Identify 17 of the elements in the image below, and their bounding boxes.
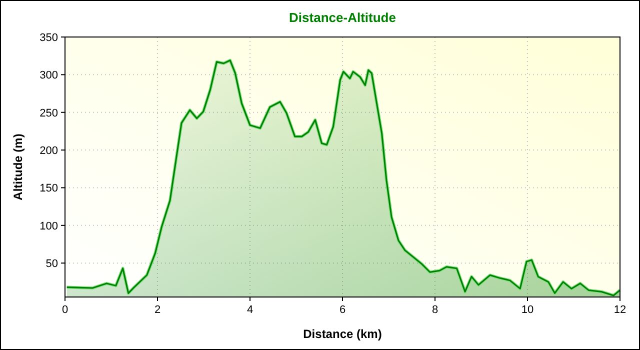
x-axis-title: Distance (km) <box>303 327 382 341</box>
y-tick-label: 150 <box>40 182 58 195</box>
x-tick-label: 12 <box>614 304 626 316</box>
y-tick-label: 100 <box>40 220 58 232</box>
y-axis-title: Altitude (m) <box>11 134 25 200</box>
y-tick-label: 50 <box>46 258 58 270</box>
x-tick-label: 10 <box>521 304 534 316</box>
x-tick-label: 2 <box>154 304 161 316</box>
y-tick-label: 250 <box>40 107 58 120</box>
y-tick-label: 200 <box>40 145 58 158</box>
y-tick-label: 350 <box>40 32 58 44</box>
x-tick-label: 6 <box>339 304 346 316</box>
x-tick-label: 4 <box>246 304 254 316</box>
x-tick-label: 8 <box>432 304 438 316</box>
x-tick-label: 0 <box>62 304 68 316</box>
chart-title: Distance-Altitude <box>289 10 396 25</box>
y-tick-label: 300 <box>40 70 58 82</box>
